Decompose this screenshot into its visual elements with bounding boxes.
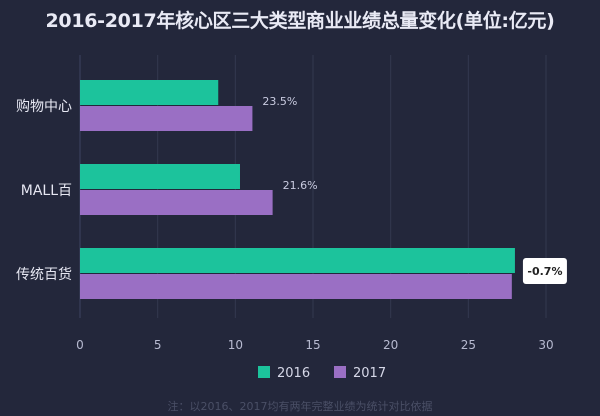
change-label-box xyxy=(522,258,567,284)
category-label: 传统百货 xyxy=(16,266,72,283)
x-tick-label: 15 xyxy=(305,338,320,352)
bar-2016 xyxy=(80,164,240,189)
bar-2017 xyxy=(80,106,253,131)
change-label: 21.6% xyxy=(283,179,318,192)
x-tick-label: 5 xyxy=(154,338,162,352)
legend: 2016 2017 xyxy=(258,366,386,381)
category-label: 购物中心 xyxy=(16,99,72,115)
legend-swatch-2016 xyxy=(258,366,270,378)
legend-label-2016: 2016 xyxy=(277,366,310,381)
x-tick-label: 10 xyxy=(228,338,243,352)
x-tick-label: 0 xyxy=(76,338,84,352)
x-tick-label: 30 xyxy=(538,338,553,352)
label-layer: 23.5% 21.6% -0.7% xyxy=(262,95,567,284)
footnote: 注：以2016、2017均有两年完整业绩为统计对比依据 xyxy=(167,400,433,413)
legend-swatch-2017 xyxy=(334,366,346,378)
change-label: 23.5% xyxy=(262,95,297,108)
bar-2016 xyxy=(80,248,515,273)
bar-2017 xyxy=(80,190,273,215)
category-label: MALL百 xyxy=(21,183,72,199)
change-label: -0.7% xyxy=(527,265,562,278)
x-tick-label: 25 xyxy=(461,338,476,352)
x-tick-label: 20 xyxy=(383,338,398,352)
chart-title: 2016-2017年核心区三大类型商业业绩总量变化(单位:亿元) xyxy=(45,10,555,32)
bar-2017 xyxy=(80,274,512,299)
bar-layer xyxy=(80,80,515,299)
legend-label-2017: 2017 xyxy=(353,366,386,381)
bar-2016 xyxy=(80,80,219,105)
